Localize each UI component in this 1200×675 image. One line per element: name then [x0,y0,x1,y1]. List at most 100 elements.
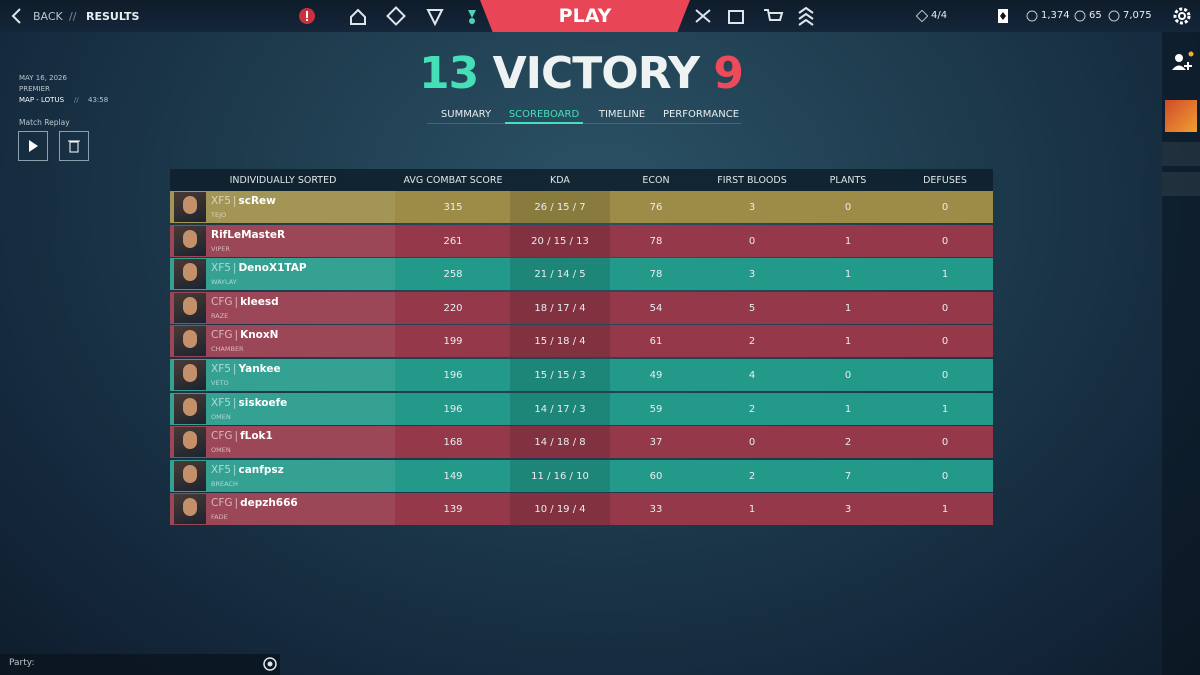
player-row[interactable]: XF5 | Yankee VETO 196 15 / 15 / 3 49 4 0 0 [170,359,993,391]
team-tag: CFG [211,497,233,510]
kda: 14 / 17 / 3 [534,403,586,415]
alert-icon[interactable] [298,7,316,25]
tag-separator: | [234,295,239,308]
team-tag: XF5 [211,363,231,375]
tab[interactable]: PERFORMANCE [662,109,740,120]
separator: // [69,10,77,23]
card-icon [998,9,1008,23]
player-name: CFG | fLok1 [211,430,273,442]
first-bloods: 0 [748,235,756,247]
portrait-face [183,397,197,416]
plants: 0 [844,370,852,381]
first-bloods: 1 [748,504,756,516]
name: depzh666 [240,497,298,510]
match-date: MAY 16, 2026 [19,74,67,82]
kda: 10 / 19 / 4 [534,504,586,516]
friend-avatar[interactable] [1165,100,1197,132]
defuses: 1 [941,403,949,415]
kda-column [510,392,610,425]
plants: 1 [844,235,852,247]
agent-name: VETO [211,379,229,387]
agent-portrait [174,460,206,491]
player-row[interactable]: XF5 | scRew TEJO 315 26 / 15 / 7 76 3 0 0 [170,191,993,223]
social-button[interactable] [1162,172,1200,196]
tab-active[interactable]: SCOREBOARD [508,109,580,120]
add-friend[interactable] [1170,50,1194,74]
kda: 21 / 14 / 5 [534,269,586,281]
name: KnoxN [240,329,279,342]
plants: 1 [844,269,852,281]
team-tag: XF5 [211,463,231,476]
team-tag: XF5 [211,262,231,275]
tab[interactable]: TIMELINE [598,109,646,120]
nav-icons-right[interactable] [690,0,830,32]
agent-portrait [174,259,206,290]
name-area [170,191,395,223]
agent-name: BREACH [211,479,238,488]
econ: 54 [649,302,663,314]
acs: 261 [443,235,463,247]
player-row[interactable]: XF5 | canfpsz BREACH 149 11 / 16 / 10 60 2 7 0 [170,459,993,492]
social-button[interactable] [1162,142,1200,166]
player-name: CFG | KnoxN [211,329,278,341]
outcome: VICTORY [492,48,700,99]
play-label[interactable]: PLAY [558,5,612,27]
name: RifLeMasteR [211,228,286,241]
tab[interactable]: SUMMARY [440,109,492,120]
player-row[interactable]: XF5 | siskoefe OMEN 196 14 / 17 / 3 59 2 1 1 [170,392,993,425]
kda-column [510,258,610,291]
column-header: DEFUSES [923,175,967,186]
player-row[interactable]: XF5 | DenoX1TAP WAYLAY 258 21 / 14 / 5 78 3 1 1 [170,258,993,291]
player-row[interactable]: CFG | depzh666 FADE 139 10 / 19 / 4 33 1 3 1 [170,493,993,526]
kda-column [510,191,610,223]
econ: 76 [649,202,663,213]
party-icon[interactable] [262,656,278,672]
kda: 11 / 16 / 10 [531,470,589,482]
team-tag: CFG [211,329,233,342]
defuses: 0 [941,302,949,314]
first-bloods: 4 [748,370,756,381]
tag-separator: | [234,430,239,443]
scoreboard-header: INDIVIDUALLY SORTED AVG COMBAT SCORE KDA EC… [170,169,993,191]
defuses: 1 [941,269,949,281]
back-button[interactable]: BACK [33,10,63,23]
agent-name: TEJO [211,211,227,219]
player-row[interactable]: RifLeMasteR VIPER 261 20 / 15 / 13 78 0 1 0 [170,224,993,257]
acs: 168 [443,437,463,449]
kda: 15 / 18 / 4 [534,336,586,348]
player-row[interactable]: CFG | kleesd RAZE 220 18 / 17 / 4 54 5 1 0 [170,291,993,324]
portrait-face [183,296,197,315]
tab-indicator [505,122,583,124]
tag-separator: | [232,262,237,275]
portrait-face [183,431,197,450]
econ: 59 [649,403,663,415]
column-header: ECON [642,175,670,186]
player-name: CFG | kleesd [211,296,279,308]
econ: 78 [649,269,663,281]
player-row[interactable]: CFG | KnoxN CHAMBER 199 15 / 18 / 4 61 2 1 0 [170,325,993,358]
kingdom-icon [1108,10,1120,22]
back-icon[interactable] [10,7,24,25]
defuses: 0 [941,370,949,381]
name-area [170,392,395,425]
plants: 0 [844,202,852,213]
name: canfpsz [238,463,284,476]
player-row[interactable]: CFG | fLok1 OMEN 168 14 / 18 / 8 37 0 2 0 [170,426,993,459]
play-button[interactable] [480,0,690,32]
name-area [170,426,395,459]
defuses: 0 [941,202,949,213]
econ: 61 [649,336,663,348]
name: siskoefe [238,396,288,409]
nav-icons-left[interactable] [340,0,480,32]
top-bar: BACK // RESULTS PLAY 4/4 1,374 65 7,075 [0,0,1200,32]
settings-icon[interactable] [1172,6,1192,26]
tag-separator: | [234,329,239,342]
match-duration: 43:58 [88,96,109,104]
agent-portrait [174,360,206,390]
name-area [170,224,395,257]
vp-balance: 1,374 [1041,10,1070,21]
column-header: KDA [550,175,570,186]
tag-separator: | [232,396,237,409]
replay-controls[interactable] [18,131,90,161]
econ: 78 [649,235,663,247]
